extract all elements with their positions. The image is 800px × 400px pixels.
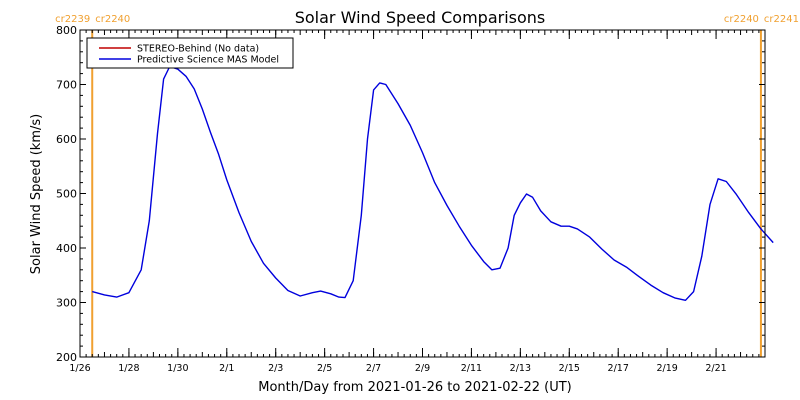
y-tick-label: 700 — [56, 79, 77, 92]
x-tick-label: 2/11 — [461, 363, 482, 374]
y-tick-label: 500 — [56, 188, 77, 201]
x-tick-label: 2/21 — [705, 363, 726, 374]
x-tick-label: 1/26 — [69, 363, 90, 374]
axes-layer: 200 300 400 500 600 700 800 1/26 1/28 1/30 2/1 2/3 2… — [56, 24, 766, 374]
x-tick-label: 2/1 — [219, 363, 234, 374]
carrington-label-right: cr2241 — [764, 14, 799, 25]
y-tick-label: 600 — [56, 133, 77, 146]
series-line-mas — [92, 65, 774, 301]
x-tick-label: 2/19 — [656, 363, 677, 374]
x-tick-label: 1/30 — [167, 363, 188, 374]
x-tick-label: 2/7 — [366, 363, 381, 374]
legend-box — [86, 37, 294, 69]
carrington-label-left: cr2239 — [55, 14, 90, 25]
x-tick-label: 1/28 — [118, 363, 139, 374]
y-tick-label: 200 — [56, 351, 77, 364]
legend-label-mas: Predictive Science MAS Model — [137, 55, 279, 66]
x-tick-label: 2/13 — [510, 363, 531, 374]
x-tick-label: 2/9 — [415, 363, 430, 374]
series-layer — [92, 65, 774, 301]
x-axis-label: Month/Day from 2021-01-26 to 2021-02-22 … — [258, 380, 571, 395]
carrington-label-right: cr2240 — [95, 14, 130, 25]
carrington-label-left: cr2240 — [724, 14, 759, 25]
legend: STEREO-Behind (No data)Predictive Scienc… — [86, 37, 294, 69]
x-tick-label: 2/15 — [559, 363, 580, 374]
y-axis-label: Solar Wind Speed (km/s) — [29, 114, 44, 274]
y-tick-label: 300 — [56, 297, 77, 310]
x-tick-label: 2/5 — [317, 363, 332, 374]
chart-title: Solar Wind Speed Comparisons — [295, 8, 546, 27]
y-tick-label: 800 — [56, 24, 77, 37]
x-tick-label: 2/17 — [608, 363, 629, 374]
legend-label-stereo: STEREO-Behind (No data) — [137, 44, 259, 55]
x-tick-label: 2/3 — [268, 363, 283, 374]
y-tick-label: 400 — [56, 242, 77, 255]
